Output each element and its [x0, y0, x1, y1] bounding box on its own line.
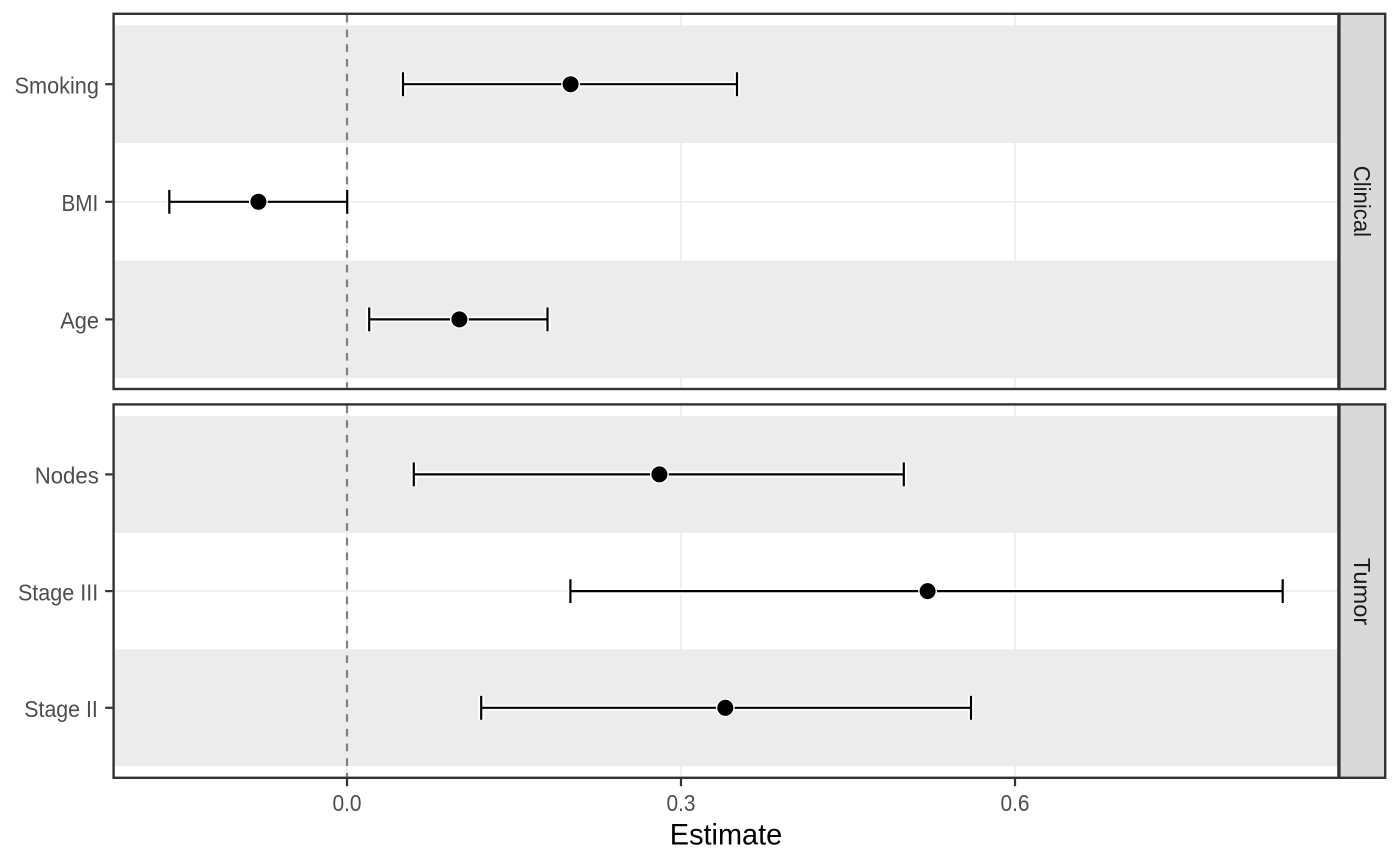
svg-text:Nodes: Nodes — [35, 463, 99, 489]
svg-text:Stage III: Stage III — [18, 579, 98, 605]
svg-text:Smoking: Smoking — [15, 73, 99, 99]
svg-text:Stage II: Stage II — [24, 696, 98, 722]
svg-text:0.6: 0.6 — [1001, 790, 1030, 816]
svg-text:Clinical: Clinical — [1349, 166, 1375, 237]
svg-text:BMI: BMI — [61, 190, 98, 216]
svg-text:Tumor: Tumor — [1349, 558, 1375, 626]
svg-text:0.3: 0.3 — [667, 790, 696, 816]
svg-text:Estimate: Estimate — [670, 819, 782, 852]
svg-text:0.0: 0.0 — [333, 790, 362, 816]
svg-text:Age: Age — [60, 308, 99, 334]
